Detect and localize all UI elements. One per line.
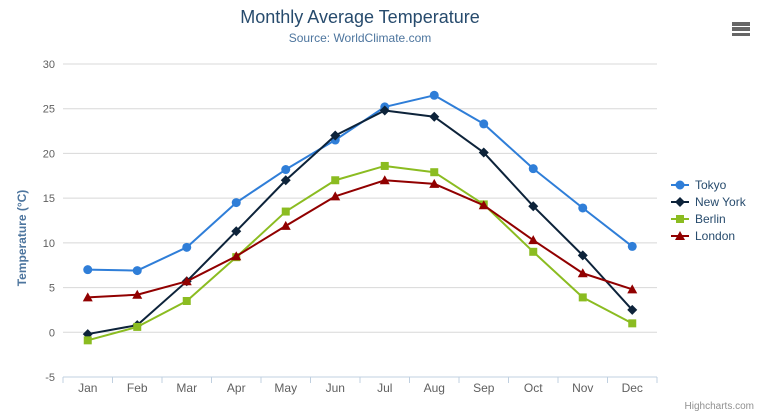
y-tick-label: 25 [43,104,55,116]
x-tick-label: Aug [424,381,445,395]
data-point-circle[interactable] [627,241,637,251]
data-point-diamond[interactable] [528,201,539,212]
data-point-triangle[interactable] [528,235,539,245]
x-tick-label: Sep [473,381,495,395]
data-point-circle[interactable] [578,203,588,213]
context-menu-button[interactable] [732,22,750,37]
x-tick-label: Dec [622,381,643,395]
data-point-diamond[interactable] [379,105,390,116]
data-point-triangle[interactable] [181,276,192,286]
data-point-diamond[interactable] [627,304,638,315]
data-point-circle[interactable] [429,90,439,100]
y-tick-label: -5 [45,372,55,384]
data-point-circle[interactable] [132,266,142,276]
chart-title: Monthly Average Temperature [240,7,480,27]
gridlines [63,63,657,378]
data-point-triangle[interactable] [675,231,685,240]
data-point-triangle[interactable] [379,175,390,185]
data-point-circle[interactable] [182,242,192,252]
data-point-square[interactable] [676,215,684,223]
data-point-triangle[interactable] [82,292,93,302]
legend-label[interactable]: Tokyo [695,178,727,192]
y-tick-label: 15 [43,193,55,205]
legend-label[interactable]: New York [695,195,747,209]
data-point-diamond[interactable] [231,226,242,237]
data-point-circle[interactable] [281,165,291,175]
data-point-triangle[interactable] [330,191,341,201]
data-point-triangle[interactable] [280,220,291,230]
data-point-diamond[interactable] [478,147,489,158]
data-point-square[interactable] [578,293,587,302]
x-tick-label: May [274,381,297,395]
hamburger-menu-icon [732,27,750,31]
x-tick-label: Jun [326,381,345,395]
data-point-diamond[interactable] [577,250,588,261]
data-point-circle[interactable] [231,198,241,208]
data-point-circle[interactable] [83,265,93,275]
series-new-york[interactable] [82,105,638,340]
legend-label[interactable]: Berlin [695,212,726,226]
x-tick-label: Jan [78,381,97,395]
data-point-square[interactable] [281,207,290,216]
data-point-triangle[interactable] [231,251,242,261]
data-point-square[interactable] [182,296,191,305]
data-point-circle[interactable] [675,180,685,190]
legend-item-london[interactable]: London [671,229,735,243]
chart-subtitle: Source: WorldClimate.com [288,31,432,45]
data-point-square[interactable] [430,168,439,177]
legend-item-tokyo[interactable]: Tokyo [671,178,727,192]
axes: -5 0 5 10 15 20 25 30 Jan Feb Mar Apr May Jun Jul Aug Se… [43,59,658,395]
series-group [82,90,638,345]
y-axis-title: Temperature (°C) [15,190,29,287]
data-point-triangle[interactable] [478,200,489,210]
data-point-circle[interactable] [528,164,538,174]
data-point-triangle[interactable] [132,289,143,299]
data-point-square[interactable] [529,247,538,256]
data-point-square[interactable] [83,336,92,345]
data-point-diamond[interactable] [280,175,291,186]
data-point-triangle[interactable] [577,268,588,278]
series-tokyo[interactable] [83,90,637,276]
hamburger-menu-icon [732,22,750,26]
data-point-square[interactable] [133,322,142,331]
hamburger-menu-icon [732,32,750,37]
data-point-triangle[interactable] [429,178,440,188]
series-line-berlin[interactable] [86,164,634,342]
y-tick-label: 0 [49,327,55,339]
data-point-square[interactable] [380,161,389,170]
legend-item-berlin[interactable]: Berlin [671,212,726,226]
data-point-square[interactable] [331,176,340,185]
data-point-triangle[interactable] [627,284,638,294]
x-tick-label: Mar [176,381,197,395]
series-line-new-york[interactable] [86,109,634,336]
data-point-diamond[interactable] [429,111,440,122]
series-line-tokyo[interactable] [86,94,634,272]
data-point-square[interactable] [628,319,637,328]
y-tick-label: 20 [43,148,55,160]
highcharts-credits-link[interactable]: Highcharts.com [684,401,754,412]
legend: Tokyo New York Berlin London [671,178,747,243]
y-tick-label: 5 [49,283,55,295]
data-point-circle[interactable] [479,119,489,129]
legend-item-new-york[interactable]: New York [671,195,747,209]
legend-label[interactable]: London [695,229,735,243]
x-tick-label: Apr [227,381,246,395]
data-point-diamond[interactable] [330,130,341,141]
x-tick-label: Jul [377,381,392,395]
x-tick-label: Nov [572,381,593,395]
y-tick-label: 30 [43,59,55,71]
y-tick-label: 10 [43,238,55,250]
x-tick-label: Feb [127,381,148,395]
series-london[interactable] [82,175,638,302]
series-line-london[interactable] [86,179,634,299]
data-point-diamond[interactable] [675,197,685,207]
x-tick-label: Oct [524,381,543,395]
